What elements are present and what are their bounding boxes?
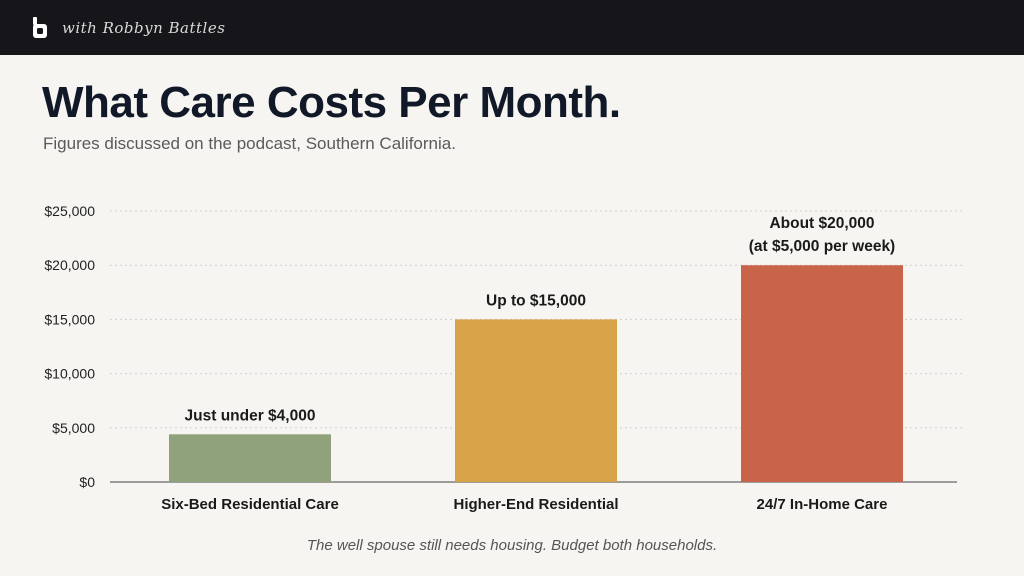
y-tick-label: $25,000 [44, 203, 95, 219]
bar-chart: $0 $5,000 $10,000 $15,000 $20,000 $25,000 Just… [44, 203, 962, 513]
x-tick-label: Higher-End Residential [453, 496, 618, 513]
bar [455, 319, 617, 482]
x-tick-label: Six-Bed Residential Care [161, 496, 339, 513]
top-bar: with Robbyn Battles [0, 0, 1024, 55]
y-tick-label: $0 [79, 474, 95, 490]
footnote: The well spouse still needs housing. Bud… [306, 537, 718, 554]
y-tick-label: $15,000 [44, 311, 95, 327]
page-title: What Care Costs Per Month. [42, 78, 621, 127]
data-label: Up to $15,000 [486, 292, 586, 309]
y-tick-label: $10,000 [44, 366, 95, 382]
host-signature: with Robbyn Battles [62, 19, 226, 37]
y-tick-label: $5,000 [52, 420, 95, 436]
data-label: About $20,000 [769, 215, 874, 232]
data-label: (at $5,000 per week) [749, 238, 895, 255]
data-label: Just under $4,000 [185, 407, 316, 424]
bar [741, 265, 903, 482]
y-tick-label: $20,000 [44, 257, 95, 273]
bar [169, 434, 331, 482]
logo-icon [33, 17, 47, 38]
x-tick-label: 24/7 In-Home Care [757, 496, 888, 513]
page-subtitle: Figures discussed on the podcast, Southe… [43, 134, 456, 153]
